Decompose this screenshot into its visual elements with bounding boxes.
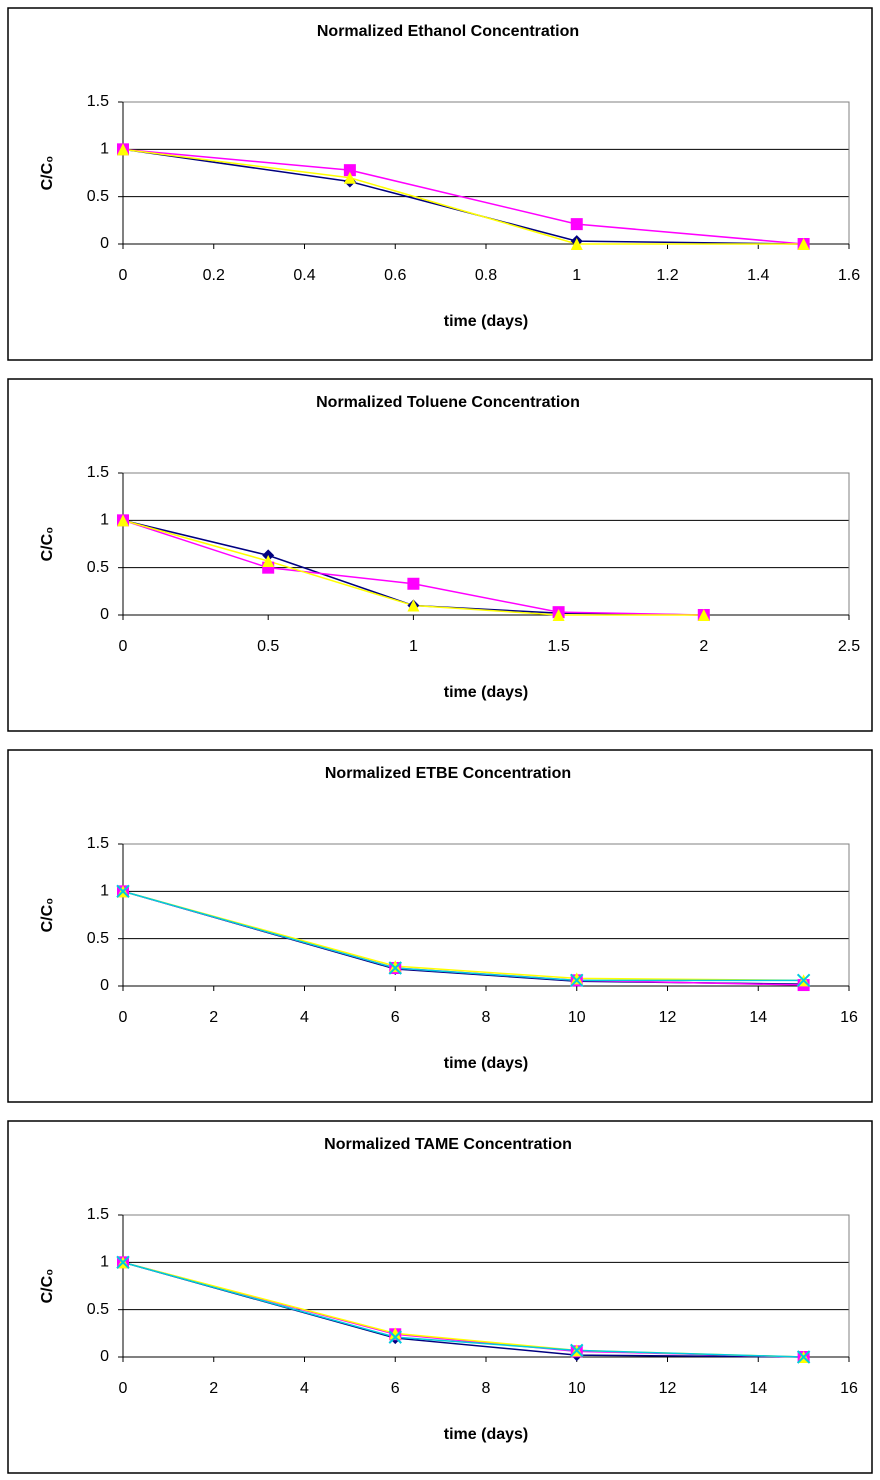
chart-frame [7, 378, 873, 732]
x-tick-label: 0.8 [475, 267, 497, 284]
y-tick-label: 0.5 [87, 188, 109, 205]
y-tick-label: 1 [100, 141, 109, 158]
series-line [122, 890, 804, 982]
x-tick-label: 1 [572, 267, 581, 284]
x-axis-label: time (days) [444, 313, 528, 330]
x-tick-label: 1.6 [838, 267, 860, 284]
x-tick-label: 16 [840, 1009, 858, 1026]
x-tick-label: 12 [659, 1009, 677, 1026]
marker [117, 143, 129, 156]
y-tick-label: 0 [100, 606, 109, 623]
x-tick-label: 8 [482, 1380, 491, 1397]
x-tick-label: 4 [300, 1009, 309, 1026]
chart: Normalized TAME Concentration time (days)… [7, 1120, 873, 1474]
series-line [122, 1261, 804, 1358]
y-tick-label: 0.5 [87, 559, 109, 576]
marker [343, 171, 356, 184]
chart: Normalized ETBE Concentration time (days)… [7, 749, 873, 1103]
x-tick-label: 4 [300, 1380, 309, 1397]
marker [116, 884, 130, 899]
chart-frame [7, 749, 873, 1103]
x-tick-label: 6 [391, 1380, 400, 1397]
marker [388, 961, 402, 975]
chart-title: Normalized Ethanol Concentration [317, 23, 579, 40]
marker [796, 973, 811, 988]
x-tick-label: 8 [482, 1009, 491, 1026]
x-tick-label: 6 [391, 1009, 400, 1026]
x-tick-label: 0 [119, 638, 128, 655]
marker [117, 514, 129, 527]
marker [697, 609, 710, 621]
marker [262, 555, 275, 568]
chart: Normalized Ethanol Concentration time (da… [7, 7, 873, 361]
x-tick-label: 12 [659, 1380, 677, 1397]
marker [389, 1327, 402, 1340]
y-axis-label: C/C₀ [39, 898, 56, 933]
chart-frame [7, 1120, 873, 1474]
series-line [122, 148, 804, 245]
x-tick-label: 10 [568, 1380, 586, 1397]
x-tick-label: 0.5 [257, 638, 279, 655]
x-tick-label: 2.5 [838, 638, 860, 655]
series-line [122, 148, 804, 245]
x-tick-label: 0.4 [293, 267, 315, 284]
x-tick-label: 14 [749, 1009, 767, 1026]
marker [570, 218, 583, 231]
y-tick-label: 1.5 [87, 464, 109, 481]
y-tick-label: 1.5 [87, 93, 109, 110]
chart-frame [7, 7, 873, 361]
chart-title: Normalized TAME Concentration [324, 1136, 572, 1153]
marker [116, 1255, 130, 1270]
chart: Normalized Toluene Concentration time (da… [7, 378, 873, 732]
marker [797, 238, 810, 250]
marker [389, 960, 402, 973]
marker [407, 577, 420, 590]
x-tick-label: 0 [119, 1380, 128, 1397]
y-tick-label: 1 [100, 512, 109, 529]
marker [796, 1350, 811, 1364]
x-tick-label: 14 [749, 1380, 767, 1397]
x-tick-label: 1.5 [547, 638, 569, 655]
x-tick-label: 1 [409, 638, 418, 655]
x-tick-label: 2 [699, 638, 708, 655]
y-axis-label: C/C₀ [39, 1269, 56, 1304]
x-tick-label: 10 [568, 1009, 586, 1026]
marker [343, 164, 356, 177]
marker [570, 238, 583, 250]
x-tick-label: 1.4 [747, 267, 769, 284]
y-tick-label: 0.5 [87, 930, 109, 947]
y-tick-label: 0 [100, 235, 109, 252]
y-tick-label: 0.5 [87, 1301, 109, 1318]
x-tick-label: 2 [209, 1009, 218, 1026]
y-tick-label: 1 [100, 1254, 109, 1271]
x-axis-label: time (days) [444, 684, 528, 701]
marker [407, 599, 420, 612]
x-tick-label: 0 [119, 267, 128, 284]
y-tick-label: 1 [100, 883, 109, 900]
chart-title: Normalized ETBE Concentration [325, 765, 571, 782]
y-tick-label: 1.5 [87, 1206, 109, 1223]
x-axis-label: time (days) [444, 1055, 528, 1072]
x-tick-label: 2 [209, 1380, 218, 1397]
y-tick-label: 0 [100, 1348, 109, 1365]
marker [570, 972, 583, 985]
y-axis-label: C/C₀ [39, 527, 56, 562]
x-axis-label: time (days) [444, 1426, 528, 1443]
x-tick-label: 0.2 [203, 267, 225, 284]
chart-title: Normalized Toluene Concentration [316, 394, 580, 411]
x-tick-label: 16 [840, 1380, 858, 1397]
marker [570, 1343, 584, 1358]
series-line [122, 890, 804, 982]
x-tick-label: 0.6 [384, 267, 406, 284]
marker [570, 973, 584, 988]
x-tick-label: 0 [119, 1009, 128, 1026]
marker [552, 609, 565, 621]
x-tick-label: 1.2 [656, 267, 678, 284]
marker [388, 1330, 402, 1344]
y-axis-label: C/C₀ [39, 156, 56, 191]
y-tick-label: 1.5 [87, 835, 109, 852]
y-tick-label: 0 [100, 977, 109, 994]
